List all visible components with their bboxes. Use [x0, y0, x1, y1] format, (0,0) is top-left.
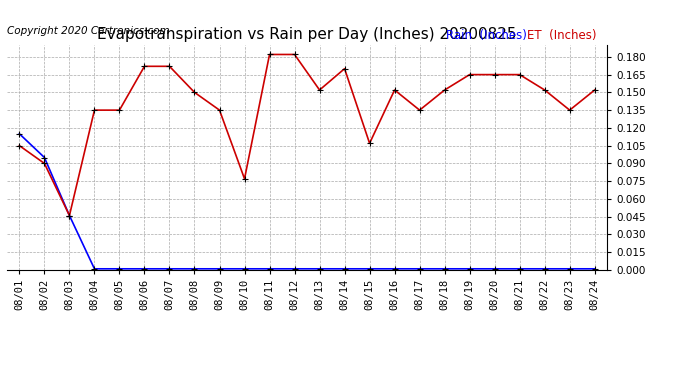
Title: Evapotranspiration vs Rain per Day (Inches) 20200825: Evapotranspiration vs Rain per Day (Inch… — [97, 27, 517, 42]
Text: Copyright 2020 Cartronics.com: Copyright 2020 Cartronics.com — [7, 26, 170, 36]
Legend: Rain  (Inches), ET  (Inches): Rain (Inches), ET (Inches) — [442, 24, 601, 46]
